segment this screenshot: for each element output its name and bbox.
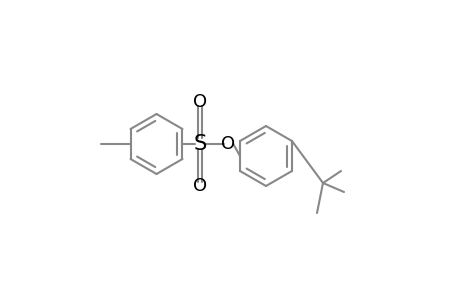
Text: O: O [221,135,235,153]
Text: O: O [192,177,207,195]
Text: S: S [193,134,206,154]
Text: O: O [192,93,207,111]
